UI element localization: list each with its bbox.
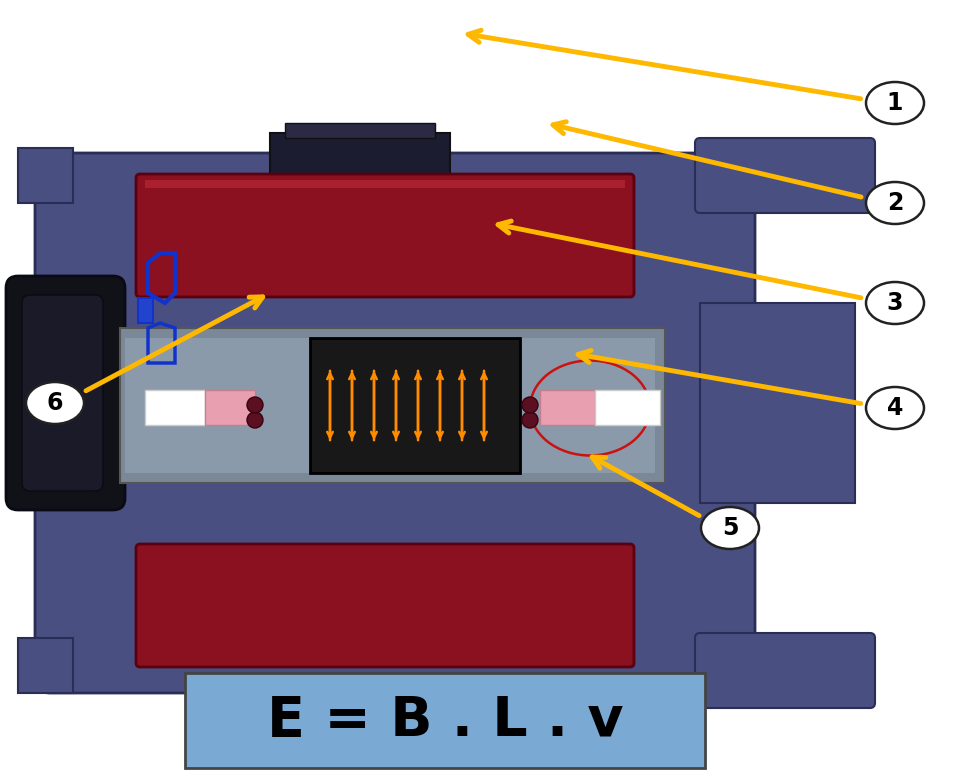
Text: 1: 1 — [886, 91, 903, 115]
Bar — [205, 390, 255, 425]
Bar — [595, 390, 660, 425]
Bar — [310, 338, 520, 473]
Text: 3: 3 — [886, 291, 903, 315]
FancyBboxPatch shape — [185, 673, 705, 768]
FancyBboxPatch shape — [136, 544, 634, 667]
Ellipse shape — [866, 182, 924, 224]
Text: 2: 2 — [886, 191, 903, 215]
Bar — [540, 390, 595, 425]
Circle shape — [522, 412, 538, 428]
Text: E = B . L . v: E = B . L . v — [267, 694, 624, 748]
FancyBboxPatch shape — [136, 174, 634, 297]
FancyBboxPatch shape — [6, 276, 125, 510]
Ellipse shape — [866, 387, 924, 429]
Bar — [138, 298, 153, 323]
FancyBboxPatch shape — [22, 295, 103, 491]
Ellipse shape — [26, 382, 84, 424]
Bar — [285, 123, 435, 138]
Bar — [700, 303, 855, 503]
Ellipse shape — [866, 282, 924, 324]
Bar — [270, 133, 450, 208]
Bar — [145, 180, 625, 188]
Bar — [120, 328, 665, 483]
Circle shape — [522, 397, 538, 413]
Circle shape — [247, 397, 263, 413]
Bar — [145, 390, 205, 425]
Text: 6: 6 — [47, 391, 63, 415]
FancyBboxPatch shape — [35, 153, 755, 693]
FancyBboxPatch shape — [695, 138, 875, 213]
Bar — [18, 148, 73, 203]
Bar — [18, 638, 73, 693]
Text: 5: 5 — [722, 516, 739, 540]
Ellipse shape — [866, 82, 924, 124]
Ellipse shape — [701, 507, 759, 549]
Bar — [125, 338, 655, 473]
Text: 4: 4 — [886, 396, 903, 420]
Circle shape — [247, 412, 263, 428]
FancyBboxPatch shape — [695, 633, 875, 708]
